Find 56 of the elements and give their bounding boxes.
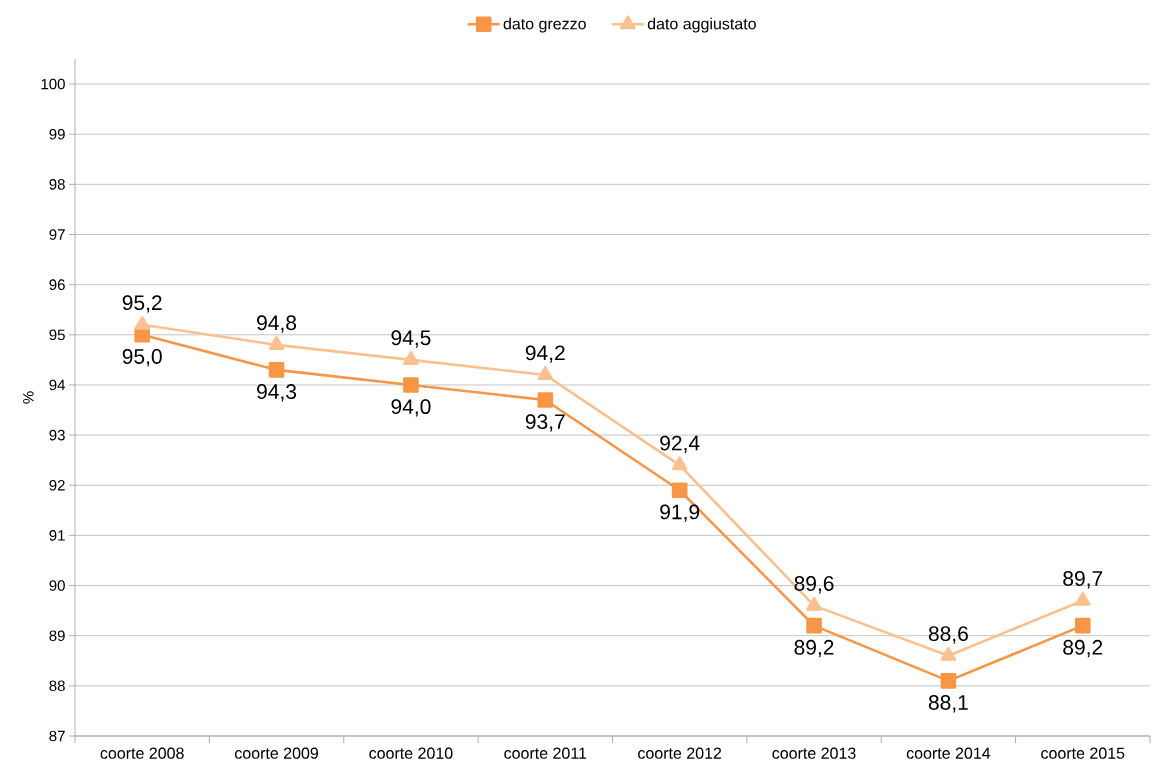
- y-tick-label: 92: [49, 479, 65, 491]
- y-tick-label: 90: [49, 580, 65, 591]
- x-tick-label: coorte 2009: [234, 747, 319, 759]
- data-label: 92,4: [660, 435, 700, 453]
- legend-label: dato aggiustato: [647, 17, 756, 33]
- data-label: 94,8: [257, 315, 297, 333]
- point: [537, 392, 554, 408]
- data-label: 95,0: [122, 349, 162, 367]
- y-tick-label: 97: [49, 229, 65, 240]
- point: [940, 673, 957, 689]
- legend-label: dato grezzo: [503, 17, 586, 33]
- data-label: 89,6: [794, 576, 834, 594]
- y-tick-label: 99: [49, 128, 65, 140]
- data-label: 88,1: [928, 695, 968, 713]
- y-tick-label: 89: [49, 630, 65, 642]
- y-tick-label: 98: [49, 179, 65, 190]
- point: [268, 336, 285, 350]
- y-tick-label: 94: [49, 379, 66, 391]
- point: [1074, 591, 1091, 606]
- data-label: 93,7: [525, 414, 565, 432]
- point: [671, 482, 688, 499]
- data-label: 88,6: [928, 626, 968, 644]
- data-label: 95,2: [122, 295, 162, 313]
- y-tick-label: 95: [49, 329, 65, 341]
- x-tick-label: coorte 2014: [906, 747, 991, 759]
- y-tick-label: 93: [49, 429, 65, 441]
- point: [806, 596, 822, 611]
- data-label: 94,5: [391, 330, 431, 348]
- data-label: 94,2: [525, 345, 565, 363]
- point: [403, 351, 419, 365]
- y-tick-label: 87: [49, 730, 65, 742]
- point: [134, 315, 150, 330]
- y-tick-label: 91: [49, 530, 65, 541]
- y-axis-title: %: [23, 391, 34, 404]
- data-label: 94,3: [257, 384, 297, 402]
- point: [940, 646, 957, 661]
- point: [537, 366, 554, 380]
- data-label: 94,0: [391, 399, 431, 417]
- point: [671, 456, 688, 471]
- data-label: 89,7: [1063, 571, 1103, 589]
- x-tick-label: coorte 2011: [504, 747, 587, 759]
- point: [1074, 617, 1091, 634]
- point: [268, 362, 285, 378]
- x-tick-label: coorte 2013: [772, 747, 856, 759]
- y-tick-label: 96: [49, 279, 65, 290]
- x-tick-label: coorte 2008: [100, 747, 184, 759]
- data-label: 89,2: [794, 639, 834, 658]
- x-tick-label: coorte 2015: [1041, 747, 1125, 759]
- data-label: 89,2: [1063, 639, 1103, 658]
- point: [806, 617, 822, 634]
- y-tick-label: 88: [49, 680, 65, 692]
- x-tick-label: coorte 2010: [369, 747, 453, 759]
- point: [403, 377, 419, 393]
- data-label: 91,9: [660, 504, 700, 522]
- y-tick-label: 100: [41, 78, 65, 90]
- x-tick-label: coorte 2012: [638, 747, 722, 759]
